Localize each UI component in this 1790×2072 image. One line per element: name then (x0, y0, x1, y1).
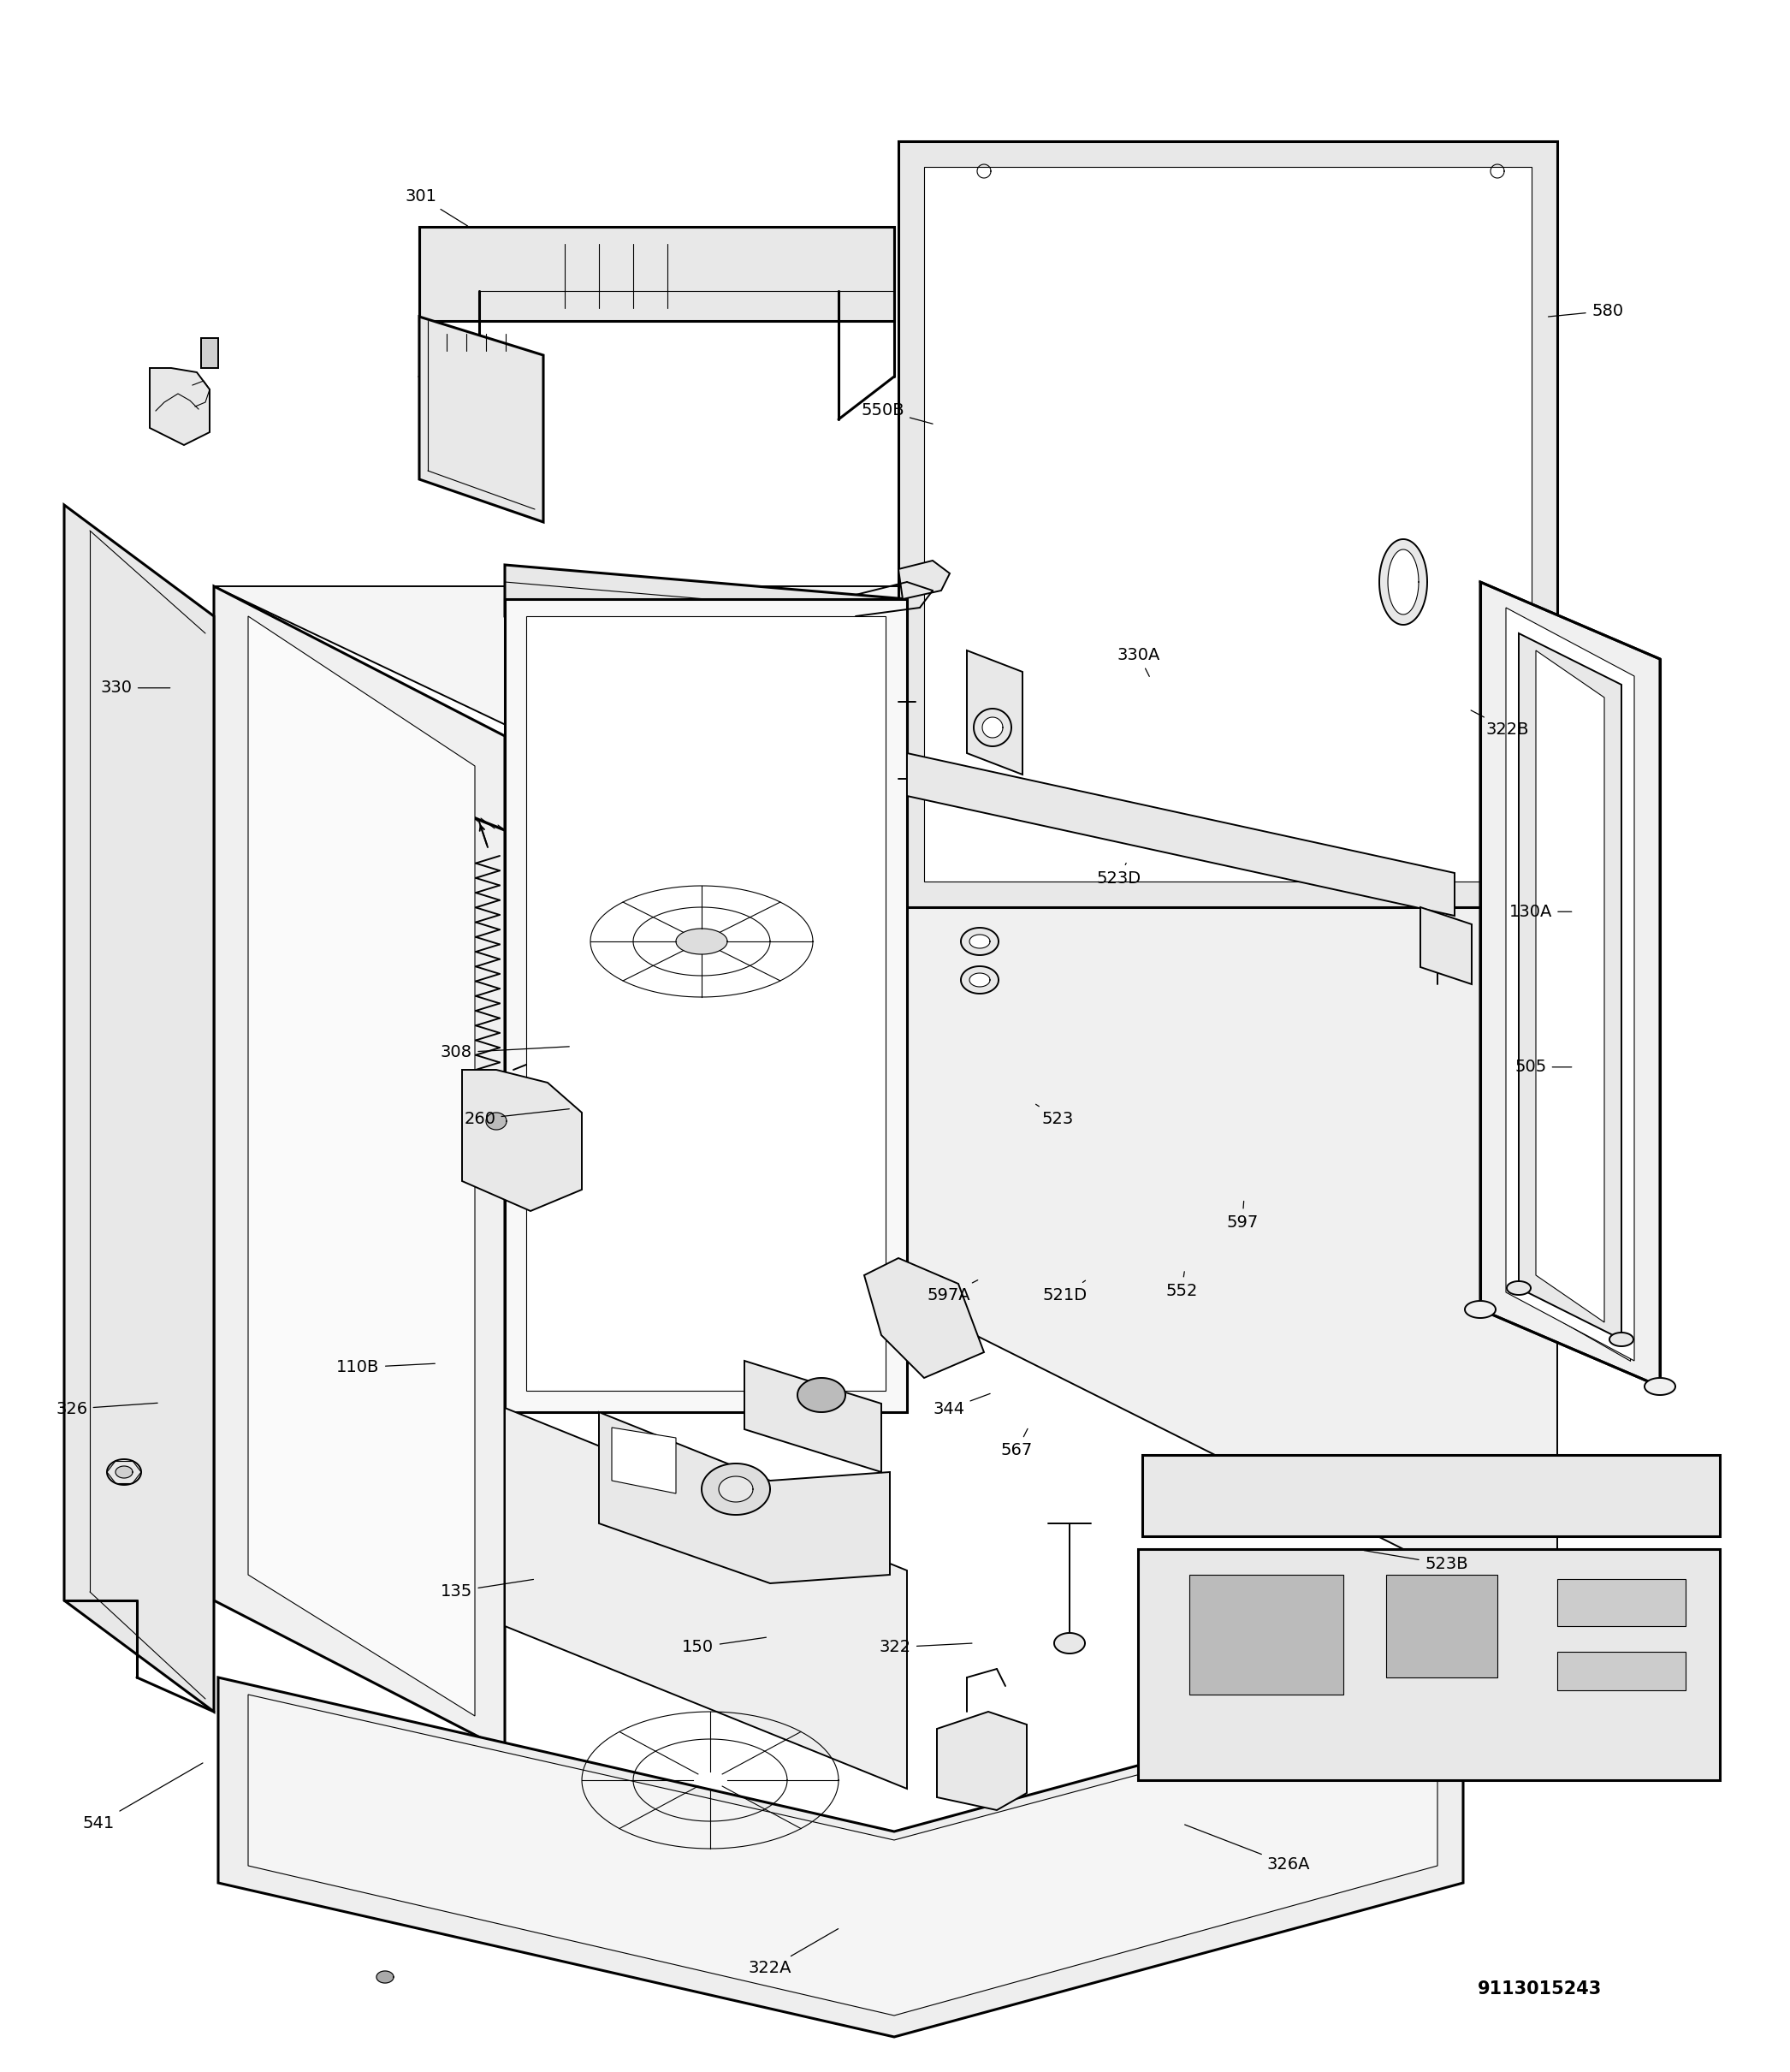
Text: 552: 552 (1165, 1272, 1198, 1299)
Text: 330A: 330A (1117, 646, 1160, 675)
Text: 130A: 130A (1509, 903, 1572, 920)
Text: 550B: 550B (861, 402, 933, 425)
Polygon shape (974, 709, 1011, 746)
Polygon shape (1380, 539, 1427, 626)
Polygon shape (865, 1258, 985, 1378)
Polygon shape (961, 966, 999, 995)
Polygon shape (376, 1970, 394, 1983)
Text: 521D: 521D (1044, 1280, 1087, 1303)
Polygon shape (1054, 1633, 1085, 1653)
Text: 322B: 322B (1471, 711, 1529, 738)
Text: 597A: 597A (927, 1280, 977, 1303)
Text: 110B: 110B (337, 1359, 435, 1376)
Polygon shape (720, 1477, 754, 1502)
Polygon shape (1480, 582, 1659, 1386)
Text: 322A: 322A (748, 1929, 838, 1977)
Polygon shape (116, 1467, 132, 1477)
Polygon shape (1505, 607, 1634, 1361)
Polygon shape (419, 317, 544, 522)
Text: 523B: 523B (1364, 1550, 1468, 1573)
Polygon shape (970, 934, 990, 949)
Text: 567: 567 (1001, 1430, 1033, 1459)
Polygon shape (505, 566, 908, 651)
Polygon shape (1142, 1455, 1720, 1535)
Text: 301: 301 (405, 189, 467, 226)
Polygon shape (526, 615, 886, 1390)
Polygon shape (215, 586, 505, 1751)
Text: 541: 541 (82, 1763, 202, 1832)
Polygon shape (419, 226, 895, 321)
Text: 326: 326 (55, 1401, 158, 1417)
Text: 505: 505 (1514, 1059, 1572, 1075)
Text: 260: 260 (464, 1109, 569, 1127)
Text: 308: 308 (440, 1044, 569, 1061)
Polygon shape (200, 338, 218, 369)
Polygon shape (218, 1678, 1462, 2037)
Text: 322: 322 (879, 1639, 972, 1656)
Polygon shape (462, 1069, 582, 1210)
Polygon shape (1507, 1280, 1530, 1295)
Polygon shape (1609, 1332, 1634, 1347)
Polygon shape (1491, 164, 1504, 178)
Polygon shape (977, 164, 992, 178)
Polygon shape (1138, 1550, 1720, 1780)
Polygon shape (899, 562, 950, 599)
Text: 580: 580 (1548, 303, 1624, 319)
Polygon shape (1518, 634, 1622, 1339)
Text: 135: 135 (440, 1579, 533, 1600)
Text: 326A: 326A (1185, 1825, 1310, 1873)
Text: 150: 150 (682, 1637, 766, 1656)
Polygon shape (487, 1113, 507, 1129)
Polygon shape (1464, 1301, 1496, 1318)
Polygon shape (1387, 549, 1419, 615)
Polygon shape (573, 611, 668, 740)
Polygon shape (600, 1413, 890, 1583)
Text: 523D: 523D (1097, 864, 1140, 887)
Text: 344: 344 (933, 1394, 990, 1417)
Polygon shape (1645, 1378, 1675, 1394)
Polygon shape (612, 1428, 677, 1494)
Polygon shape (967, 651, 1022, 775)
Polygon shape (983, 717, 1002, 738)
Polygon shape (64, 506, 215, 1711)
Polygon shape (107, 1459, 141, 1486)
Polygon shape (970, 974, 990, 986)
Polygon shape (1189, 1575, 1342, 1695)
Polygon shape (961, 928, 999, 955)
Text: 330: 330 (100, 680, 170, 696)
Polygon shape (908, 586, 1557, 1627)
Polygon shape (150, 369, 209, 445)
Polygon shape (249, 615, 474, 1716)
Polygon shape (505, 1407, 908, 1788)
Polygon shape (677, 928, 727, 955)
Polygon shape (745, 1361, 881, 1471)
Polygon shape (924, 168, 1532, 881)
Polygon shape (1419, 908, 1471, 984)
Polygon shape (215, 586, 1557, 912)
Text: 9113015243: 9113015243 (1477, 1981, 1602, 1997)
Text: 523: 523 (1036, 1104, 1074, 1127)
Polygon shape (798, 1378, 845, 1413)
Polygon shape (899, 141, 1557, 908)
Text: 597: 597 (1226, 1202, 1258, 1231)
Polygon shape (249, 1695, 1437, 2016)
Polygon shape (1557, 1579, 1686, 1627)
Polygon shape (1536, 651, 1604, 1322)
Polygon shape (884, 655, 895, 665)
Polygon shape (1557, 1651, 1686, 1691)
Polygon shape (908, 752, 1455, 916)
Polygon shape (1385, 1575, 1498, 1678)
Polygon shape (505, 599, 908, 1413)
Polygon shape (936, 1711, 1027, 1811)
Polygon shape (276, 733, 306, 754)
Polygon shape (702, 1463, 770, 1515)
